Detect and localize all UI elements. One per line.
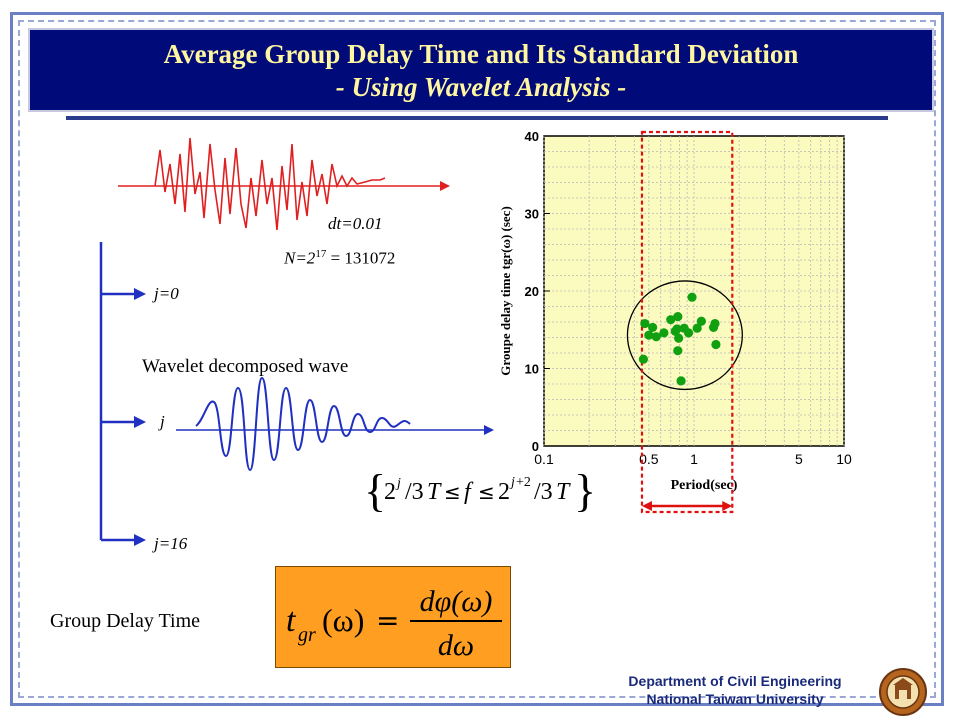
data-point [687, 292, 697, 302]
y-tick-label: 0 [532, 439, 539, 454]
data-point [673, 311, 683, 322]
university-seal-icon [879, 668, 927, 716]
j0-label: j=0 [154, 284, 179, 303]
svg-text:j: j [509, 475, 515, 490]
x-tick-label: 0.5 [639, 451, 659, 467]
data-point [710, 318, 720, 329]
group-delay-formula-box: t gr (ω) = dφ(ω) dω [275, 566, 511, 668]
x-tick-label: 5 [795, 451, 803, 467]
data-point [692, 323, 702, 333]
svg-text:{: { [364, 465, 386, 516]
group-delay-label: Group Delay Time [50, 610, 200, 632]
n-label-exponent: 17 [315, 248, 327, 260]
y-tick-label: 10 [525, 362, 539, 377]
chart-points [638, 292, 721, 386]
data-point [640, 318, 650, 329]
branch-j-arrow-icon [134, 416, 146, 428]
data-point [673, 346, 683, 356]
y-axis-label: Groupe delay time tgr(ω) (sec) [498, 206, 513, 376]
svg-text:2: 2 [384, 479, 396, 505]
svg-text:T: T [556, 479, 571, 505]
svg-text:+2: +2 [516, 475, 531, 490]
n-label-prefix: N=2 [284, 248, 316, 268]
svg-text:≤: ≤ [444, 480, 461, 504]
group-delay-formula: t gr (ω) = dφ(ω) dω [286, 585, 502, 662]
university-name: National Taiwan University [646, 691, 824, 707]
data-point [666, 315, 676, 325]
n-label: N=217 = 131072 [284, 248, 395, 269]
data-point [696, 316, 706, 326]
signal-arrowhead-icon [440, 181, 450, 191]
band-formula: { 2 j /3 T ≤ f ≤ 2 j +2 /3 T } [364, 465, 596, 516]
j-label: j [160, 412, 165, 431]
svg-text:≤: ≤ [478, 480, 495, 504]
dt-label: dt=0.01 [328, 214, 383, 233]
x-axis-label: Period(sec) [671, 478, 738, 493]
chart-ticks: 0 10 20 30 40 0.1 0.5 1 5 10 [525, 129, 852, 467]
svg-text:j: j [395, 476, 401, 491]
svg-text:2: 2 [498, 479, 510, 505]
svg-text:/3: /3 [534, 479, 553, 505]
formula-lhs: t [286, 602, 297, 639]
y-tick-label: 30 [525, 207, 539, 222]
y-tick-label: 20 [525, 284, 539, 299]
title-rule [66, 116, 888, 120]
formula-denominator: dω [438, 629, 474, 662]
data-point [648, 322, 658, 333]
x-tick-label: 1 [690, 451, 698, 467]
band-arrow-right-icon [722, 501, 733, 511]
data-point [659, 328, 669, 338]
svg-text:T: T [427, 479, 442, 505]
formula-numerator: dφ(ω) [420, 585, 493, 618]
department-name: Department of Civil Engineering [628, 673, 842, 689]
data-point [644, 330, 654, 340]
slide-inner-frame [18, 20, 936, 698]
original-signal-wave [154, 137, 386, 231]
formula-sub: gr [298, 624, 316, 646]
slide-subtitle: - Using Wavelet Analysis - [335, 72, 627, 102]
chart-grid [543, 136, 845, 446]
wavelet-arrowhead-icon [484, 425, 494, 435]
svg-text:}: } [574, 465, 596, 516]
cluster-ellipse [626, 280, 743, 391]
branch-j0-arrow-icon [134, 288, 146, 300]
data-point [674, 333, 684, 343]
n-label-suffix: = 131072 [326, 248, 396, 268]
y-tick-label: 40 [525, 129, 539, 144]
data-point [638, 354, 649, 364]
branch-j16-arrow-icon [134, 534, 146, 546]
group-delay-scatter-chart: 0 10 20 30 40 0.1 0.5 1 5 10 Period(sec) Groupe d… [498, 129, 852, 514]
wavelet-decomposed-wave [195, 376, 411, 472]
data-point [711, 339, 721, 350]
title-banner: Average Group Delay Time and Its Standar… [28, 28, 934, 112]
j16-label: j=16 [154, 534, 188, 553]
formula-arg: (ω) [322, 602, 364, 638]
svg-text:/3: /3 [405, 479, 424, 505]
decomposition-diagram [99, 137, 494, 546]
band-arrow-left-icon [641, 501, 652, 511]
svg-text:=: = [376, 604, 399, 637]
slide-outer-frame [10, 12, 944, 706]
data-point [651, 332, 661, 342]
x-tick-label: 0.1 [534, 451, 554, 467]
data-point [672, 324, 682, 334]
data-point [683, 328, 694, 338]
slide-title: Average Group Delay Time and Its Standar… [163, 39, 799, 69]
x-tick-label: 10 [836, 451, 852, 467]
data-point [676, 376, 686, 386]
wavelet-caption: Wavelet decomposed wave [142, 356, 349, 377]
svg-text:f: f [464, 479, 474, 505]
department-credit: Department of Civil Engineering National… [600, 672, 870, 708]
